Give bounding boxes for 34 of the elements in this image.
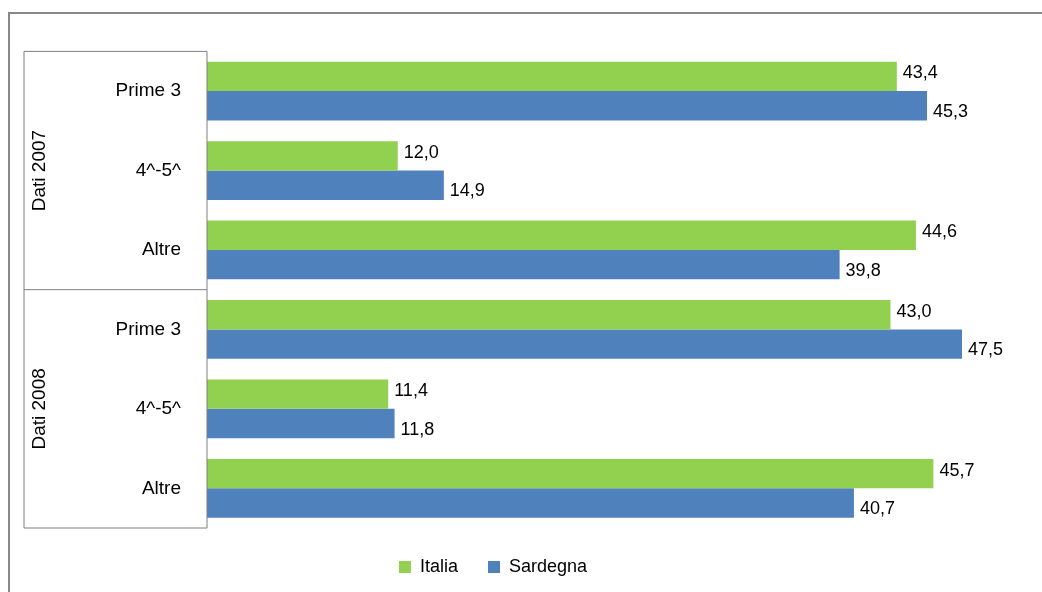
legend-label: Italia — [419, 555, 459, 576]
data-label: 11,4 — [394, 380, 428, 401]
y-tick-label: 4^-5^ — [135, 397, 182, 419]
data-label: 43,0 — [896, 300, 932, 321]
bar — [207, 220, 916, 250]
bar — [207, 458, 934, 489]
data-label: 12,0 — [403, 141, 439, 162]
bar — [207, 61, 897, 92]
bar — [207, 329, 962, 359]
data-label: 43,4 — [902, 62, 938, 83]
legend-label: Sardegna — [508, 555, 589, 576]
data-label: 45,7 — [939, 459, 975, 480]
bar — [207, 141, 398, 171]
text: Dati 2007 — [28, 129, 50, 212]
data-label: 44,6 — [921, 221, 957, 242]
data-label: 40,7 — [859, 497, 895, 518]
y-tick-label: Altre — [141, 238, 181, 260]
bar — [207, 91, 928, 121]
bar — [207, 379, 389, 409]
text: Dati 2008 — [28, 368, 50, 450]
bar — [207, 249, 840, 280]
data-label: 39,8 — [845, 259, 881, 280]
data-label: 45,3 — [933, 100, 969, 121]
y-tick-label: Prime 3 — [115, 317, 181, 339]
y-tick-label: 4^-5^ — [135, 158, 182, 180]
bar — [207, 170, 444, 200]
data-label: 14,9 — [449, 180, 485, 201]
bar — [207, 408, 395, 439]
y-tick-label: Altre — [141, 476, 181, 498]
data-label: 11,8 — [400, 418, 435, 439]
y-tick-label: Prime 3 — [115, 79, 181, 101]
bar — [207, 300, 891, 330]
data-label: 47,5 — [968, 339, 1004, 360]
bar — [207, 488, 854, 518]
